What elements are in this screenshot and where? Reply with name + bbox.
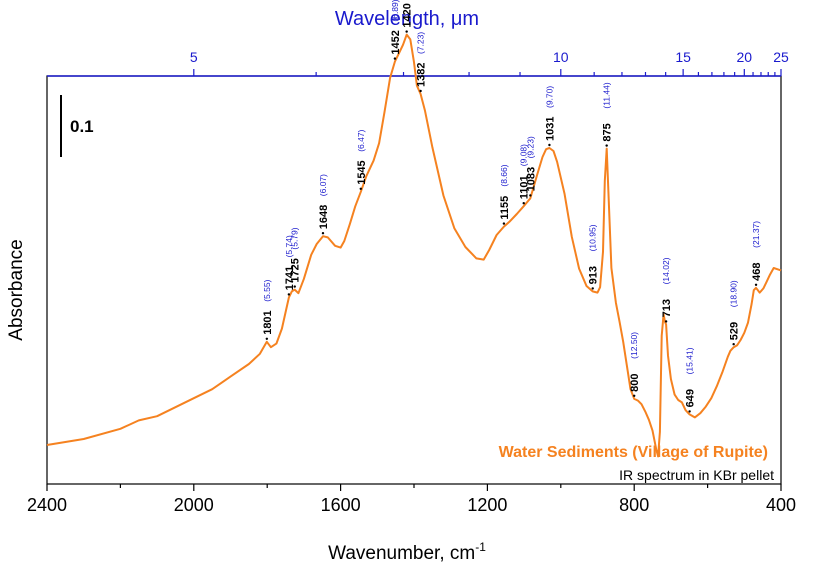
peak-marker [321, 232, 325, 235]
peak-wavenumber-label: 1648 [318, 205, 330, 229]
peak-wavenumber-label: 713 [661, 299, 673, 317]
scale-bar-label: 0.1 [70, 117, 94, 136]
peak-wavelength-label: (11.44) [602, 82, 612, 108]
peak-wavenumber-label: 1801 [262, 310, 274, 334]
peak-marker [405, 30, 408, 33]
top-tick-label: 10 [553, 49, 569, 65]
top-axis-ticks: 5 10 15 20 25 [190, 49, 789, 76]
peak-marker [293, 285, 296, 288]
peak-marker [591, 287, 594, 290]
peak-wavelength-label: (5.79) [290, 227, 300, 249]
peak-wavelength-label: (6.07) [318, 174, 328, 196]
spectrum-line [46, 33, 782, 458]
peak-wavenumber-label: 468 [751, 262, 763, 280]
peak-wavelength-label: (15.41) [685, 347, 695, 374]
peak-marker [393, 57, 397, 60]
bottom-tick-label: 800 [619, 495, 649, 515]
top-tick-label: 20 [737, 49, 753, 65]
peak-wavelength-label: (21.37) [751, 221, 761, 248]
peak-marker [548, 143, 551, 147]
peak-wavelength-label: (9.70) [544, 86, 554, 108]
peak-wavenumber-label: 649 [685, 389, 697, 407]
peak-marker [287, 293, 291, 296]
peak-marker [664, 320, 668, 323]
peak-marker [529, 194, 532, 197]
peak-wavenumber-label: 1725 [290, 258, 302, 282]
top-tick-label: 25 [773, 49, 789, 65]
bottom-tick-label: 2000 [174, 495, 214, 515]
peak-marker [754, 283, 758, 286]
peak-wavenumber-label: 1741 [284, 266, 296, 290]
peak-marker [688, 410, 691, 413]
peak-marker [605, 144, 608, 147]
peak-wavenumber-label: 1545 [356, 160, 368, 184]
peak-wavelength-label: (6.89) [390, 0, 400, 22]
peak-marker [502, 222, 506, 225]
bottom-tick-label: 2400 [27, 495, 67, 515]
peak-wavelength-label: (9.08) [519, 144, 529, 166]
peak-wavenumber-label: 1452 [390, 30, 402, 54]
peak-wavenumber-label: 1382 [416, 63, 428, 87]
peak-wavenumber-label: 529 [729, 322, 741, 340]
y-axis-title: Absorbance [6, 239, 27, 340]
peak-wavelength-label: (5.74) [284, 235, 294, 257]
bottom-axis-ticks: 2400 2000 1600 1200 800 400 [27, 484, 796, 515]
peak-wavelength-label: (7.23) [416, 32, 426, 54]
bottom-tick-label: 1600 [321, 495, 361, 515]
peak-wavenumber-label: 1155 [499, 196, 511, 220]
series-layer [46, 33, 782, 458]
peak-wavenumber-label: 1083 [525, 167, 537, 191]
peak-wavelength-label: (14.02) [661, 257, 671, 284]
peak-wavelength-label: (8.66) [499, 164, 509, 186]
legend-subtitle: IR spectrum in KBr pellet [619, 467, 774, 483]
x-axis-title-sup: -1 [475, 540, 486, 554]
peak-wavenumber-label: 800 [629, 373, 641, 391]
peak-wavelength-label: (9.23) [525, 136, 535, 158]
bottom-tick-label: 400 [766, 495, 796, 515]
peak-wavelength-label: (10.95) [588, 224, 598, 251]
peak-labels: 1801 (5.55) 1741 (5.74)1725 (5.79) 1648 (6.07)… [262, 0, 763, 413]
peak-wavenumber-label: 1420 [402, 3, 414, 27]
peak-wavelength-label: (12.50) [629, 332, 639, 359]
bottom-tick-label: 1200 [467, 495, 507, 515]
x-axis-title: Wavenumber, cm-1 [328, 540, 486, 564]
legend-title: Water Sediments (Village of Rupite) [499, 444, 768, 461]
peak-marker [419, 89, 422, 93]
x-axis-title-main: Wavenumber, cm [328, 543, 475, 564]
peak-wavelength-label: (5.55) [262, 279, 272, 301]
peak-marker [265, 337, 269, 340]
peak-marker [732, 343, 735, 346]
peak-marker [359, 187, 362, 190]
top-tick-label: 15 [675, 49, 691, 65]
peak-marker [633, 394, 636, 397]
peak-wavenumber-label: 1031 [544, 117, 556, 141]
top-axis-title: Wavelength, μm [335, 8, 479, 30]
peak-wavelength-label: (18.90) [729, 280, 739, 307]
top-tick-label: 5 [190, 49, 198, 65]
peak-wavenumber-label: 913 [588, 266, 600, 284]
peak-wavenumber-label: 875 [602, 123, 614, 141]
peak-marker [522, 202, 525, 205]
peak-wavelength-label: (6.47) [356, 129, 366, 151]
peak-wavenumber-label: 1101 [519, 175, 531, 199]
